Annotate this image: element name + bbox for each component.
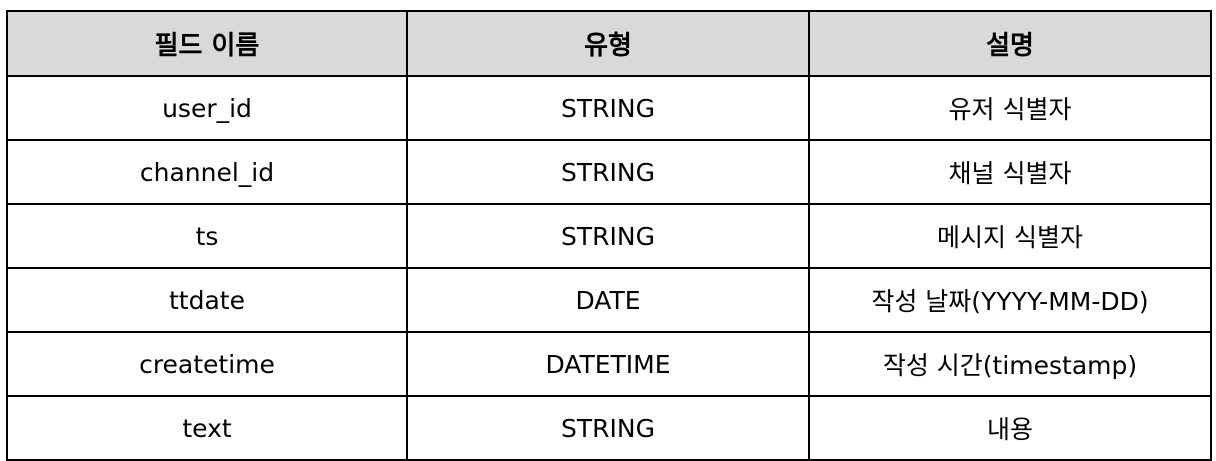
cell-type: STRING (406, 75, 810, 141)
table-row: ttdate DATE 작성 날짜(YYYY-MM-DD) (6, 267, 1212, 333)
cell-description: 유저 식별자 (808, 75, 1212, 141)
cell-type: STRING (406, 139, 810, 205)
table-row: ts STRING 메시지 식별자 (6, 203, 1212, 269)
table-row: text STRING 내용 (6, 395, 1212, 461)
table-row: user_id STRING 유저 식별자 (6, 75, 1212, 141)
header-field-name: 필드 이름 (6, 10, 408, 77)
header-description: 설명 (808, 10, 1212, 77)
cell-field-name: text (6, 395, 408, 461)
schema-table-container: 필드 이름 유형 설명 user_id STRING 유저 식별자 channe… (6, 10, 1212, 461)
cell-description: 채널 식별자 (808, 139, 1212, 205)
header-row: 필드 이름 유형 설명 (6, 10, 1212, 77)
cell-field-name: ts (6, 203, 408, 269)
cell-field-name: user_id (6, 75, 408, 141)
cell-field-name: ttdate (6, 267, 408, 333)
cell-type: DATETIME (406, 331, 810, 397)
cell-type: STRING (406, 395, 810, 461)
table-row: createtime DATETIME 작성 시간(timestamp) (6, 331, 1212, 397)
cell-description: 내용 (808, 395, 1212, 461)
table-body: user_id STRING 유저 식별자 channel_id STRING … (6, 75, 1212, 461)
header-type: 유형 (406, 10, 810, 77)
schema-table: 필드 이름 유형 설명 user_id STRING 유저 식별자 channe… (6, 10, 1212, 461)
cell-description: 메시지 식별자 (808, 203, 1212, 269)
cell-field-name: channel_id (6, 139, 408, 205)
table-row: channel_id STRING 채널 식별자 (6, 139, 1212, 205)
cell-description: 작성 시간(timestamp) (808, 331, 1212, 397)
cell-type: STRING (406, 203, 810, 269)
cell-field-name: createtime (6, 331, 408, 397)
cell-description: 작성 날짜(YYYY-MM-DD) (808, 267, 1212, 333)
table-header: 필드 이름 유형 설명 (6, 10, 1212, 77)
cell-type: DATE (406, 267, 810, 333)
